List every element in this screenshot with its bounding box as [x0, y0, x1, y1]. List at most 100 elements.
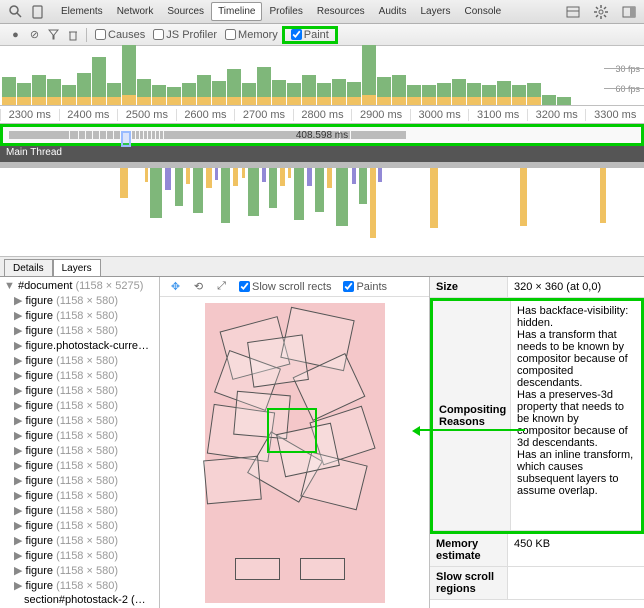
js-profiler-checkbox[interactable]: JS Profiler [153, 29, 217, 41]
tree-node[interactable]: ▶ figure (1158 × 580) [2, 563, 157, 578]
layer-viz-canvas[interactable] [160, 297, 429, 608]
flame-event[interactable] [262, 168, 266, 182]
flame-event[interactable] [520, 168, 527, 226]
flame-event[interactable] [233, 168, 238, 186]
dock-icon[interactable] [620, 3, 638, 21]
rotate-icon[interactable]: ⟲ [191, 279, 206, 294]
drawer-icon[interactable] [564, 3, 582, 21]
frame-bar[interactable] [497, 81, 511, 105]
overview-segment[interactable] [121, 131, 131, 147]
overview-segment[interactable] [160, 131, 163, 139]
tree-node[interactable]: ▶ figure (1158 × 580) [2, 293, 157, 308]
tab-console[interactable]: Console [457, 2, 508, 21]
detail-tab-layers[interactable]: Layers [53, 259, 101, 276]
tree-node[interactable]: ▶ figure.photostack-curre… [2, 338, 157, 353]
tab-timeline[interactable]: Timeline [211, 2, 262, 21]
tree-node[interactable]: ▶ figure (1158 × 580) [2, 518, 157, 533]
frame-bar[interactable] [272, 80, 286, 105]
tab-layers[interactable]: Layers [413, 2, 457, 21]
layer-rect[interactable] [247, 334, 309, 387]
tree-node[interactable]: ▼ #document (1158 × 5275) [2, 279, 157, 293]
frame-bar[interactable] [47, 79, 61, 105]
frame-bar[interactable] [392, 75, 406, 105]
flame-event[interactable] [352, 168, 356, 184]
gc-icon[interactable] [65, 27, 80, 42]
frame-bar[interactable] [2, 77, 16, 105]
flame-event[interactable] [120, 168, 128, 198]
frame-bar[interactable] [227, 69, 241, 105]
frame-bar[interactable] [422, 85, 436, 105]
tree-node[interactable]: ▶ figure (1158 × 580) [2, 578, 157, 593]
detail-tab-details[interactable]: Details [4, 259, 53, 276]
slow-rects-checkbox[interactable]: Slow scroll rects [239, 281, 331, 293]
frame-bar[interactable] [467, 83, 481, 105]
flame-event[interactable] [378, 168, 382, 182]
tree-node[interactable]: ▶ figure (1158 × 580) [2, 488, 157, 503]
frame-bar[interactable] [512, 85, 526, 105]
record-icon[interactable]: ● [8, 27, 23, 42]
flame-event[interactable] [336, 168, 348, 226]
flame-event[interactable] [248, 168, 259, 216]
timeline-minimap[interactable]: 408.598 ms [0, 124, 644, 146]
frame-bar[interactable] [287, 83, 301, 105]
frame-bar[interactable] [137, 79, 151, 105]
device-icon[interactable] [28, 3, 46, 21]
overview-segment[interactable] [132, 131, 135, 139]
filter-icon[interactable] [46, 27, 61, 42]
flame-event[interactable] [175, 168, 183, 206]
flame-event[interactable] [600, 168, 606, 223]
overview-segment[interactable] [93, 131, 99, 139]
tree-node[interactable]: ▶ figure (1158 × 580) [2, 353, 157, 368]
overview-segment[interactable] [100, 131, 106, 139]
flame-event[interactable] [165, 168, 171, 190]
flame-event[interactable] [288, 168, 291, 178]
timeline-overview-chart[interactable]: 30 fps 60 fps [0, 46, 644, 106]
layer-tree[interactable]: ▼ #document (1158 × 5275)▶ figure (1158 … [0, 277, 160, 608]
tree-node[interactable]: ▶ figure (1158 × 580) [2, 443, 157, 458]
tree-node[interactable]: section#photostack-2 (… [2, 593, 157, 607]
flame-event[interactable] [269, 168, 277, 208]
flame-event[interactable] [206, 168, 212, 188]
flame-event[interactable] [307, 168, 312, 186]
clear-icon[interactable]: ⊘ [27, 27, 42, 42]
overview-segment[interactable] [351, 131, 406, 139]
flame-event[interactable] [430, 168, 438, 228]
overview-segment[interactable] [86, 131, 92, 139]
tab-elements[interactable]: Elements [54, 2, 110, 21]
frame-bar[interactable] [452, 79, 466, 105]
tab-network[interactable]: Network [110, 2, 161, 21]
search-icon[interactable] [6, 3, 24, 21]
tree-node[interactable]: ▶ figure (1158 × 580) [2, 473, 157, 488]
tree-node[interactable]: ▶ figure (1158 × 580) [2, 308, 157, 323]
selected-layer[interactable] [267, 408, 317, 453]
overview-segment[interactable] [107, 131, 113, 139]
frame-bar[interactable] [557, 97, 571, 105]
overview-segment[interactable] [140, 131, 143, 139]
paints-checkbox[interactable]: Paints [343, 281, 387, 293]
tab-resources[interactable]: Resources [310, 2, 372, 21]
tree-node[interactable]: ▶ figure (1158 × 580) [2, 323, 157, 338]
frame-bar[interactable] [77, 73, 91, 105]
flame-event[interactable] [150, 168, 162, 218]
overview-segment[interactable] [156, 131, 159, 139]
tree-node[interactable]: ▶ figure (1158 × 580) [2, 548, 157, 563]
frame-bar[interactable] [542, 95, 556, 105]
overview-segment[interactable] [136, 131, 139, 139]
flame-event[interactable] [215, 168, 218, 180]
tree-node[interactable]: ▶ figure (1158 × 580) [2, 533, 157, 548]
flame-event[interactable] [145, 168, 148, 182]
tab-profiles[interactable]: Profiles [262, 2, 309, 21]
memory-checkbox[interactable]: Memory [225, 29, 278, 41]
frame-bar[interactable] [212, 81, 226, 105]
frame-bar[interactable] [347, 82, 361, 105]
frame-bar[interactable] [482, 85, 496, 105]
frame-bar[interactable] [527, 83, 541, 105]
overview-segment[interactable] [152, 131, 155, 139]
frame-bar[interactable] [377, 77, 391, 105]
frame-bar[interactable] [152, 85, 166, 105]
frame-bar[interactable] [122, 45, 136, 105]
frame-bar[interactable] [17, 83, 31, 105]
flame-event[interactable] [370, 168, 376, 238]
frame-bar[interactable] [257, 67, 271, 105]
flame-event[interactable] [186, 168, 190, 184]
